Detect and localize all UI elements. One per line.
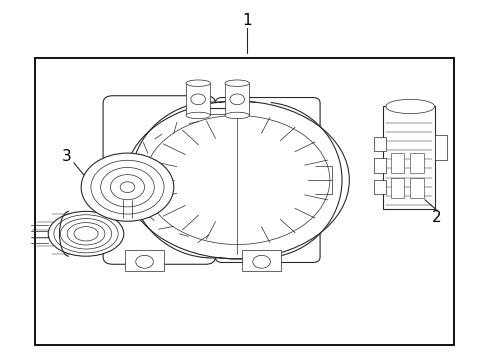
Ellipse shape: [385, 99, 434, 114]
Ellipse shape: [224, 80, 249, 86]
Ellipse shape: [185, 112, 210, 119]
Circle shape: [120, 182, 135, 193]
Bar: [35, 58, 453, 345]
Circle shape: [190, 94, 205, 105]
Circle shape: [252, 255, 270, 268]
Bar: [390, 178, 404, 198]
Ellipse shape: [224, 112, 249, 119]
Bar: [185, 83, 210, 116]
Bar: [390, 153, 404, 173]
Bar: [409, 178, 423, 198]
Text: 3: 3: [61, 149, 71, 164]
Bar: [383, 107, 434, 209]
Circle shape: [81, 153, 173, 221]
Bar: [373, 158, 385, 173]
Bar: [434, 135, 446, 160]
Circle shape: [136, 255, 153, 268]
Bar: [409, 153, 423, 173]
Text: 2: 2: [431, 210, 441, 225]
Ellipse shape: [48, 211, 123, 256]
Ellipse shape: [144, 116, 329, 244]
Text: 1: 1: [242, 13, 251, 28]
FancyBboxPatch shape: [103, 96, 215, 264]
Bar: [373, 137, 385, 151]
FancyBboxPatch shape: [215, 98, 320, 262]
Bar: [224, 83, 249, 116]
Bar: [125, 250, 163, 271]
Bar: [242, 250, 281, 271]
Circle shape: [110, 175, 144, 200]
Ellipse shape: [185, 80, 210, 86]
Bar: [373, 180, 385, 194]
Ellipse shape: [125, 101, 348, 259]
Circle shape: [229, 94, 244, 105]
